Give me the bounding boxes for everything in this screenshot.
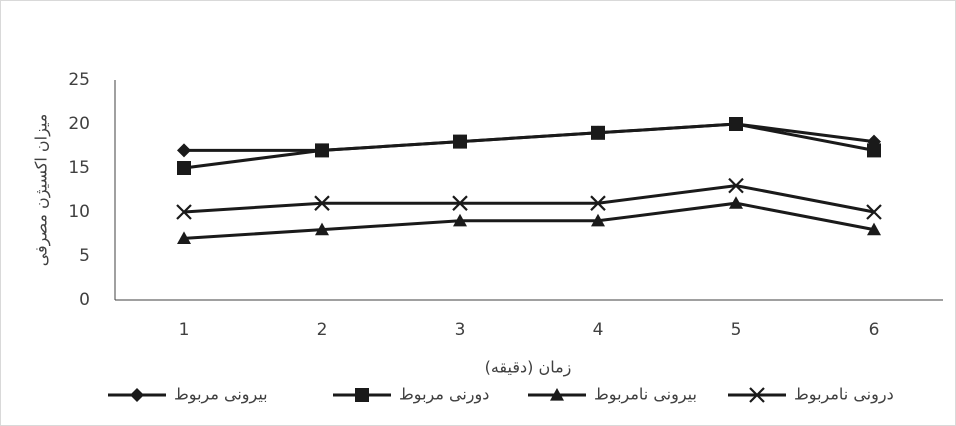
marker [867,222,881,236]
marker [452,195,468,211]
legend-marker [749,387,765,403]
marker [453,134,467,149]
y-tick-label: 10 [68,202,90,222]
marker [315,143,329,158]
x-tick-label: 5 [731,320,742,340]
marker [591,125,605,140]
y-tick-label: 0 [79,290,90,310]
y-axis-title: میزان اکسیژن مصرفی [32,114,52,267]
marker [177,143,191,158]
y-tick-label: 5 [79,246,90,266]
legend-marker [550,388,564,401]
marker [591,213,605,227]
y-tick-label: 25 [68,70,90,90]
marker [867,143,881,158]
legend-label: درونی نامربوط [794,385,894,405]
marker [729,117,743,131]
x-tick-label: 1 [179,320,190,340]
marker [177,231,191,244]
x-tick-label: 3 [455,320,466,340]
marker [176,204,192,220]
marker [453,213,467,227]
marker [314,195,330,211]
x-tick-label: 4 [593,320,604,340]
y-tick-label: 15 [68,158,90,178]
y-tick-label: 20 [68,114,90,134]
marker [590,195,606,211]
series-line [183,184,875,214]
legend-label: بیرونی مربوط [174,385,268,405]
marker [729,196,743,209]
series-line [183,201,875,240]
marker [315,222,329,236]
legend-marker [130,388,144,402]
legend-label: بیرونی نامربوط [594,385,697,405]
marker [177,161,191,175]
legend-marker [355,388,369,402]
x-tick-label: 2 [317,320,328,340]
x-axis-title: زمان (دقیقه) [485,358,572,378]
legend-label: دورنی مربوط [399,385,489,405]
marker [866,204,882,220]
series-line [183,122,875,170]
marker [728,177,744,194]
x-tick-label: 6 [869,320,880,340]
